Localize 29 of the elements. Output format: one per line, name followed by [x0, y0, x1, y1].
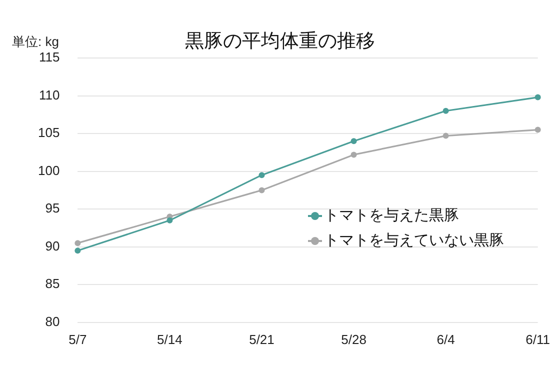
chart-title: 黒豚の平均体重の推移	[185, 31, 375, 52]
x-tick-label: 6/4	[436, 332, 455, 347]
y-axis-title: 単位: kg	[12, 33, 59, 51]
y-tick-label: 95	[45, 200, 60, 216]
legend-label: トマトを与えていない黒豚	[324, 231, 504, 250]
point	[350, 152, 357, 158]
x-tick-label: 6/11	[526, 332, 550, 347]
point	[258, 172, 265, 178]
y-tick-label: 105	[38, 125, 60, 140]
point	[350, 138, 357, 144]
x-tick-label: 5/14	[157, 332, 182, 347]
y-tick-label: 100	[38, 162, 60, 178]
y-tick-label: 90	[45, 238, 60, 254]
point	[258, 187, 265, 194]
point	[442, 108, 449, 114]
point	[534, 94, 541, 100]
x-tick-label: 5/7	[68, 332, 87, 347]
y-tick-label: 110	[38, 87, 60, 102]
y-tick-label: 115	[38, 50, 60, 65]
point	[74, 240, 81, 246]
y-tick-label: 80	[45, 314, 60, 329]
point	[534, 126, 541, 133]
point	[74, 248, 81, 254]
legend-label: トマトを与えた黒豚	[324, 206, 459, 226]
x-tick-label: 5/21	[249, 332, 274, 347]
point	[442, 132, 449, 139]
point	[166, 217, 173, 224]
y-tick-label: 85	[45, 276, 60, 292]
x-tick-label: 5/28	[341, 332, 366, 347]
